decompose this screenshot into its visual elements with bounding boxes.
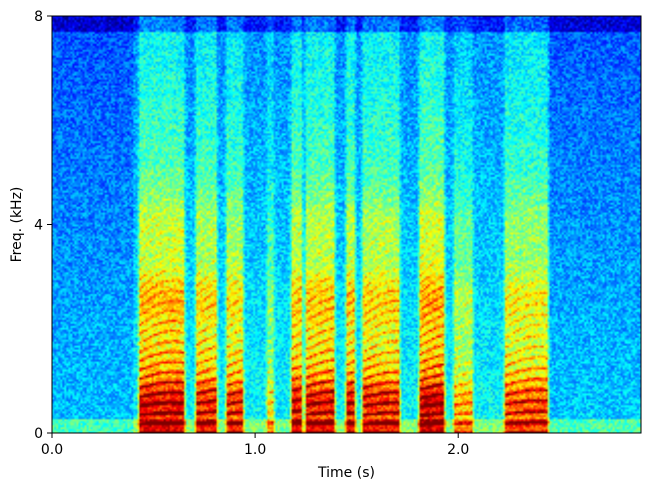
x-axis-label: Time (s): [317, 465, 375, 481]
y-axis: 0 4 8: [34, 9, 52, 442]
y-axis-label: Freq. (kHz): [9, 187, 25, 263]
x-tick-label: 2.0: [447, 442, 469, 458]
x-tick-label: 1.0: [244, 442, 266, 458]
spectrogram-heatmap: [52, 16, 641, 433]
y-tick-label: 4: [34, 218, 43, 234]
x-tick-label: 0.0: [41, 442, 63, 458]
y-tick-label: 8: [34, 9, 43, 25]
plot-area: [51, 15, 642, 434]
x-axis: 0.0 1.0 2.0: [41, 433, 469, 458]
y-tick-label: 0: [34, 426, 43, 442]
